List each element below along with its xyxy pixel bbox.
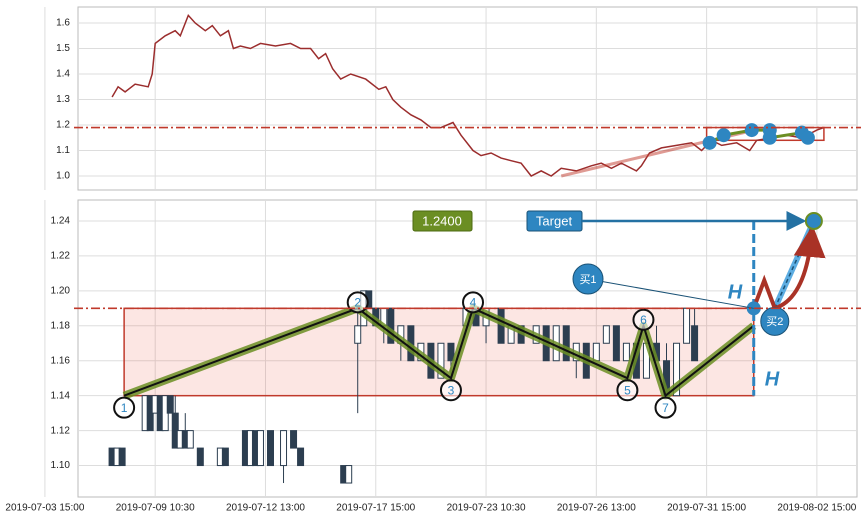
y-tick-label: 1.18 <box>51 320 71 331</box>
candle-body <box>290 430 298 449</box>
h-label: H <box>765 368 780 390</box>
point-label: 5 <box>624 383 631 397</box>
point-label: 1 <box>121 401 128 415</box>
candle-body <box>221 447 229 467</box>
y-tick-label: 1.6 <box>56 18 70 29</box>
point-ring <box>346 291 369 314</box>
buy-label: 买2 <box>766 315 783 328</box>
marker <box>800 130 815 145</box>
y-tick-label: 1.22 <box>51 251 71 262</box>
y-tick-label: 1.12 <box>51 425 71 436</box>
target-label: Target <box>536 213 573 228</box>
x-tick-label: 2019-07-17 15:00 <box>336 503 415 514</box>
point-ring <box>616 379 639 402</box>
candle-body <box>354 325 362 344</box>
x-tick-label: 2019-07-09 10:30 <box>116 503 195 514</box>
candle-body <box>196 447 204 467</box>
x-tick-label: 2019-07-31 15:00 <box>667 503 746 514</box>
point-label: 2 <box>354 295 361 309</box>
point-ring <box>632 308 655 331</box>
h-label: H <box>728 281 743 303</box>
candle-body <box>297 447 305 467</box>
candle-body <box>437 342 445 379</box>
candle-body <box>345 465 353 484</box>
y-tick-label: 1.16 <box>51 355 71 366</box>
target-point <box>804 211 823 230</box>
y-tick-label: 1.10 <box>51 460 71 471</box>
candle-body <box>280 430 288 467</box>
candle-body <box>592 342 600 362</box>
y-tick-label: 1.20 <box>51 285 71 296</box>
y-tick-label: 1.5 <box>56 43 70 54</box>
x-tick-label: 2019-07-12 13:00 <box>226 503 305 514</box>
marker <box>716 128 731 143</box>
buy-bubble <box>572 263 604 295</box>
point-ring <box>439 379 462 402</box>
candle-body <box>602 325 610 344</box>
x-tick-label: 2019-07-23 10:30 <box>447 503 526 514</box>
candle-body <box>166 395 174 414</box>
x-tick-label: 2019-07-26 13:00 <box>557 503 636 514</box>
plot-area <box>77 6 858 191</box>
point-ring <box>462 291 485 314</box>
y-tick-label: 1.24 <box>51 216 71 227</box>
y-tick-label: 1.14 <box>51 390 71 401</box>
candle-body <box>118 447 126 467</box>
candle-body <box>673 342 681 397</box>
point-label: 3 <box>448 383 455 397</box>
marker <box>762 130 777 145</box>
x-tick-label: 2019-07-03 15:00 <box>5 503 84 514</box>
y-tick-label: 1.3 <box>56 94 70 105</box>
candle-body <box>447 342 455 362</box>
price-box <box>412 210 473 232</box>
candle-body <box>266 430 274 467</box>
point-ring <box>113 396 136 419</box>
y-tick-label: 1.0 <box>56 171 70 182</box>
candle-body <box>691 325 699 362</box>
candle-body <box>562 325 570 362</box>
point-ring <box>654 396 677 419</box>
buy-leader <box>587 278 754 309</box>
candle-body <box>612 325 620 362</box>
point-label: 4 <box>470 295 477 309</box>
buy-label: 买1 <box>579 273 596 286</box>
price-label: 1.2400 <box>422 213 462 228</box>
candle-body <box>387 307 395 344</box>
candle-body <box>186 430 194 449</box>
price-line <box>111 14 825 177</box>
y-tick-label: 1.4 <box>56 69 70 80</box>
point-label: 7 <box>662 401 669 415</box>
candle-body <box>683 307 691 344</box>
y-tick-label: 1.2 <box>56 120 70 131</box>
buy-bubble <box>760 306 790 336</box>
y-tick-label: 1.1 <box>56 145 70 156</box>
x-tick-label: 2019-08-02 15:00 <box>777 503 856 514</box>
marker <box>744 123 759 138</box>
candle-body <box>256 430 264 467</box>
pattern-line <box>123 306 755 398</box>
marker <box>702 135 717 150</box>
candle-body <box>622 342 630 362</box>
point-label: 6 <box>640 313 647 327</box>
